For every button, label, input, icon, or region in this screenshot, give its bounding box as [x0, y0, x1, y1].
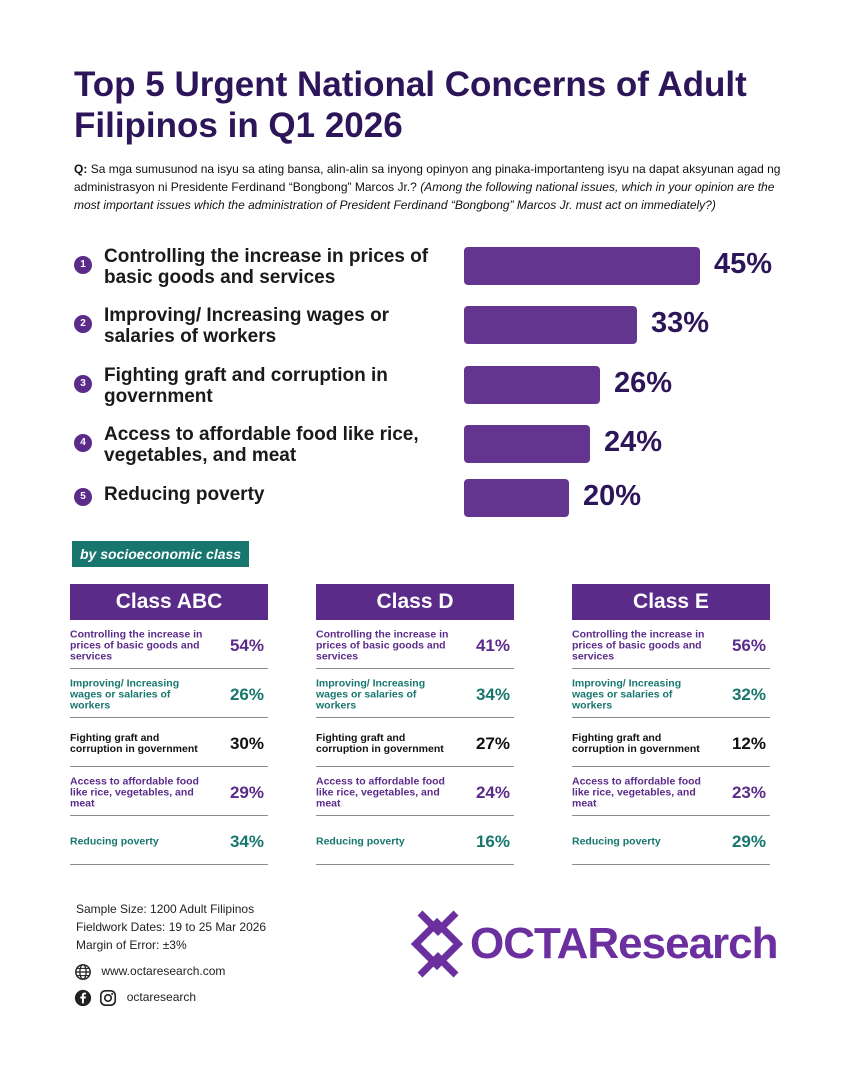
- concern-label: Controlling the increase in prices of ba…: [104, 246, 429, 288]
- instagram-icon[interactable]: [99, 989, 117, 1007]
- row-label: Improving/ Increasing wages or salaries …: [572, 677, 682, 712]
- bar-value-label: 26%: [614, 367, 673, 399]
- row-label: Reducing poverty: [572, 835, 661, 848]
- margin-of-error: Margin of Error: ±3%: [76, 938, 187, 952]
- table-row: Reducing poverty 29%: [572, 820, 770, 865]
- row-label: Access to affordable food like rice, veg…: [70, 775, 199, 810]
- concern-item: 3 Fighting graft and corruption in govern…: [74, 365, 454, 421]
- row-label: Reducing poverty: [316, 835, 405, 848]
- row-label: Reducing poverty: [70, 835, 159, 848]
- bar-value-label: 33%: [651, 307, 710, 339]
- sample-size: Sample Size: 1200 Adult Filipinos: [76, 902, 255, 916]
- table-row: Reducing poverty 34%: [70, 820, 268, 865]
- table-row: Fighting graft and corruption in governm…: [70, 722, 268, 767]
- row-value: 32%: [731, 685, 766, 704]
- bar-value-label: 20%: [583, 480, 642, 512]
- logo-text: OCTAResearch: [470, 919, 779, 968]
- table-row: Improving/ Increasing wages or salaries …: [316, 673, 514, 718]
- class-column: Class ABC Controlling the increase in pri…: [70, 584, 268, 865]
- row-value: 30%: [229, 734, 264, 753]
- bar-value-label: 24%: [604, 426, 663, 458]
- row-value: 41%: [475, 636, 510, 655]
- question-label: Q:: [74, 162, 88, 176]
- bar: [464, 425, 590, 463]
- table-row: Access to affordable food like rice, veg…: [70, 771, 268, 816]
- row-label: Fighting graft and corruption in governm…: [572, 732, 700, 755]
- concern-item: 4 Access to affordable food like rice, ve…: [74, 424, 454, 480]
- row-label: Fighting graft and corruption in governm…: [70, 732, 198, 755]
- survey-question: Q: Sa mga sumusunod na isyu sa ating ban…: [74, 160, 794, 214]
- table-row: Reducing poverty 16%: [316, 820, 514, 865]
- survey-notes: Sample Size: 1200 Adult Filipinos Fieldw…: [76, 900, 266, 954]
- row-value: 23%: [731, 783, 766, 802]
- class-header: Class D: [316, 584, 514, 620]
- row-value: 34%: [475, 685, 510, 704]
- class-column: Class D Controlling the increase in price…: [316, 584, 514, 865]
- social-handle[interactable]: octaresearch: [74, 988, 196, 1007]
- class-header: Class E: [572, 584, 770, 620]
- question-translation: (Among the following national issues, wh…: [74, 180, 775, 212]
- bar: [464, 479, 569, 517]
- concern-item: 1 Controlling the increase in prices of b…: [74, 246, 454, 302]
- social-handle-text: octaresearch: [126, 990, 197, 1004]
- row-value: 26%: [229, 685, 264, 704]
- concern-label: Reducing poverty: [104, 484, 265, 505]
- row-value: 29%: [229, 783, 264, 802]
- row-value: 12%: [731, 734, 766, 753]
- concern-item: 2 Improving/ Increasing wages or salaries…: [74, 305, 454, 361]
- row-value: 29%: [731, 832, 766, 851]
- question-text: Sa mga sumusunod na isyu sa ating bansa,…: [74, 162, 781, 194]
- table-row: Improving/ Increasing wages or salaries …: [70, 673, 268, 718]
- website-link[interactable]: www.octaresearch.com: [74, 962, 225, 981]
- row-label: Fighting graft and corruption in governm…: [316, 732, 444, 755]
- concern-item: 5 Reducing poverty: [74, 478, 454, 534]
- facebook-icon[interactable]: [74, 989, 92, 1007]
- table-row: Fighting graft and corruption in governm…: [316, 722, 514, 767]
- rank-badge: 2: [74, 315, 92, 333]
- row-value: 54%: [229, 636, 264, 655]
- row-value: 16%: [475, 832, 510, 851]
- row-label: Access to affordable food like rice, veg…: [572, 775, 701, 810]
- bar: [464, 247, 700, 285]
- row-label: Controlling the increase in prices of ba…: [316, 628, 449, 663]
- table-row: Controlling the increase in prices of ba…: [572, 624, 770, 669]
- rank-badge: 4: [74, 434, 92, 452]
- octa-logo-mark-icon: [410, 910, 464, 978]
- page-title: Top 5 Urgent National Concerns of Adult …: [74, 65, 747, 145]
- fieldwork-dates: Fieldwork Dates: 19 to 25 Mar 2026: [76, 920, 267, 934]
- website-text: www.octaresearch.com: [101, 964, 226, 978]
- row-value: 56%: [731, 636, 766, 655]
- octa-research-logo: OCTAResearch: [408, 905, 788, 985]
- concern-label: Access to affordable food like rice, veg…: [104, 424, 419, 466]
- class-header: Class ABC: [70, 584, 268, 620]
- bar: [464, 306, 637, 344]
- table-row: Controlling the increase in prices of ba…: [70, 624, 268, 669]
- row-label: Improving/ Increasing wages or salaries …: [70, 677, 180, 712]
- table-row: Access to affordable food like rice, veg…: [316, 771, 514, 816]
- socioeconomic-subtitle: by socioeconomic class: [72, 541, 250, 567]
- row-value: 34%: [229, 832, 264, 851]
- row-label: Improving/ Increasing wages or salaries …: [316, 677, 426, 712]
- table-row: Improving/ Increasing wages or salaries …: [572, 673, 770, 718]
- table-row: Access to affordable food like rice, veg…: [572, 771, 770, 816]
- concern-label: Fighting graft and corruption in governm…: [104, 365, 388, 407]
- rank-badge: 5: [74, 488, 92, 506]
- row-label: Controlling the increase in prices of ba…: [70, 628, 203, 663]
- bar-value-label: 45%: [714, 248, 773, 280]
- globe-icon: [75, 963, 91, 980]
- rank-badge: 1: [74, 256, 92, 274]
- table-row: Controlling the increase in prices of ba…: [316, 624, 514, 669]
- table-row: Fighting graft and corruption in governm…: [572, 722, 770, 767]
- rank-badge: 3: [74, 375, 92, 393]
- row-label: Access to affordable food like rice, veg…: [316, 775, 445, 810]
- row-value: 24%: [475, 783, 510, 802]
- concern-label: Improving/ Increasing wages or salaries …: [104, 305, 390, 347]
- row-label: Controlling the increase in prices of ba…: [572, 628, 705, 663]
- row-value: 27%: [475, 734, 510, 753]
- class-column: Class E Controlling the increase in price…: [572, 584, 770, 865]
- bar: [464, 366, 600, 404]
